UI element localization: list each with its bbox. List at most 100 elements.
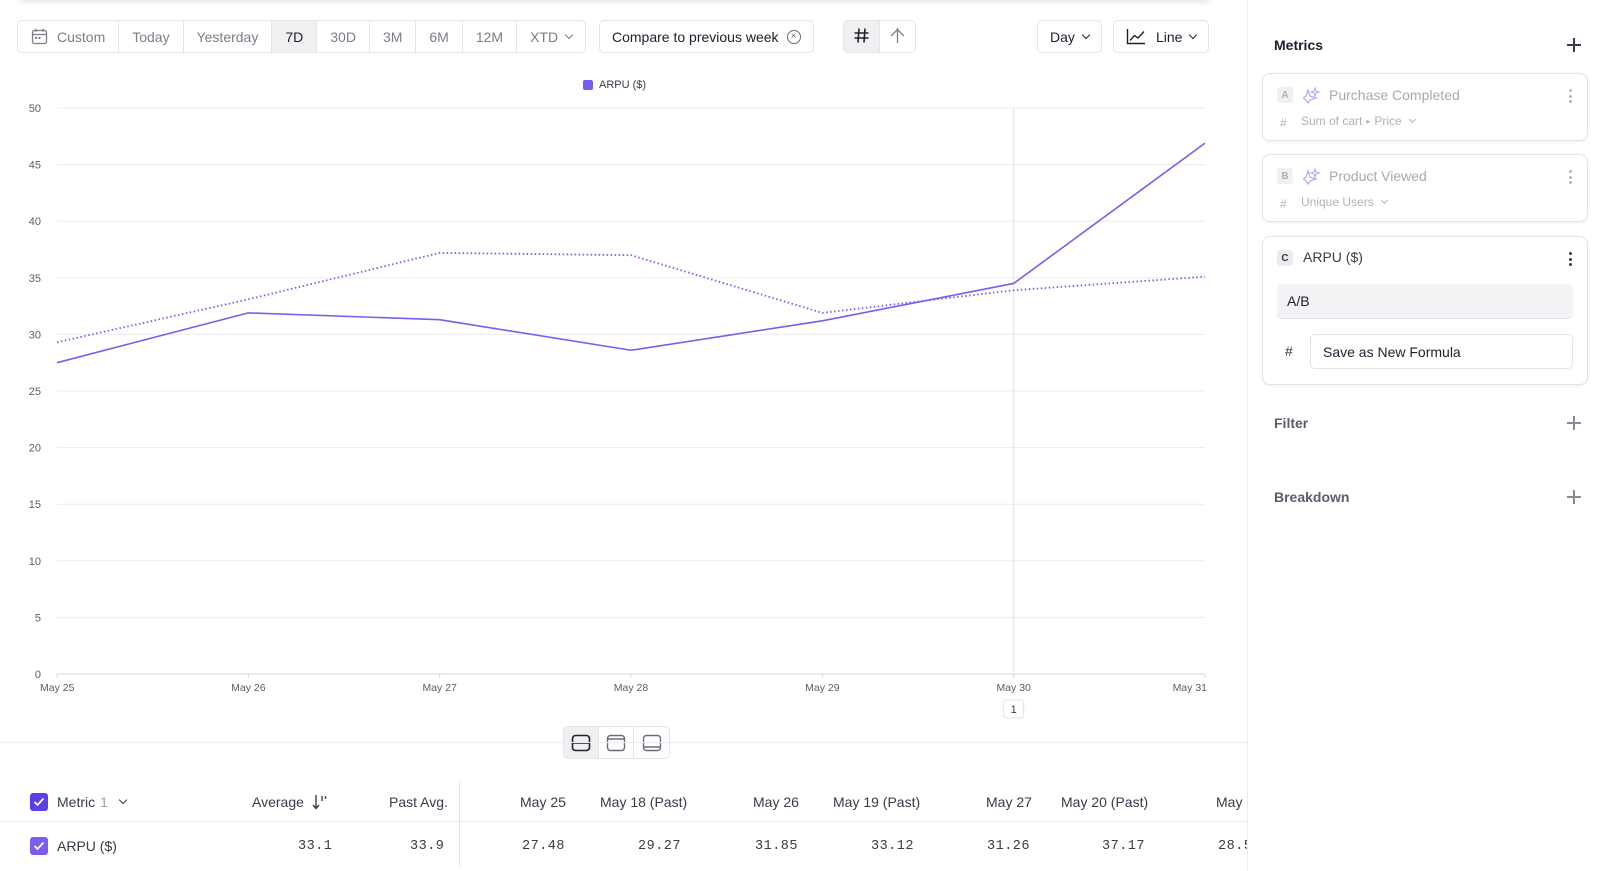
granularity-label: Day [1050,28,1075,45]
annotations-button[interactable] [880,21,915,52]
metric-name: Purchase Completed [1329,87,1460,103]
hash-icon: # [1280,116,1287,130]
formula-input[interactable]: A/B [1277,284,1573,319]
checkbox-checked-icon [30,793,48,811]
range-today[interactable]: Today [119,21,184,52]
save-formula-button[interactable]: Save as New Formula [1310,334,1573,369]
line-chart: 0 5 10 15 20 25 30 35 40 45 50 May 25 May 26 May 27 Ma… [29,103,1208,719]
date-column-header[interactable]: May 25 [520,794,566,810]
more-options-icon[interactable] [1569,252,1573,266]
event-sparkle-icon [1303,87,1320,104]
y-tick-label: 0 [35,669,41,681]
formula-card-c: C ARPU ($) A/B # Save as New Formula [1262,236,1588,385]
row-value: 27.48 [522,838,566,854]
range-30d[interactable]: 30D [317,21,370,52]
aggregation-label: Unique Users [1301,195,1374,209]
report-main: Custom Today Yesterday 7D 30D 3M 6M 12M … [0,20,1254,867]
add-metric-icon[interactable] [1567,38,1581,52]
section-divider [0,742,1247,743]
metric-column-header[interactable]: Metric 1 [57,782,128,822]
chart-type-select[interactable]: Line [1113,20,1210,53]
chevron-down-icon [118,795,128,805]
range-yesterday[interactable]: Yesterday [184,21,273,52]
legend-label: ARPU ($) [599,79,647,91]
metric-aggregation[interactable]: Sum of cart ▸ Price [1301,114,1416,128]
range-6m[interactable]: 6M [416,21,463,52]
compare-label: Compare to previous week [612,28,779,45]
show-values-button[interactable] [844,21,880,52]
date-range-control: Custom Today Yesterday 7D 30D 3M 6M 12M … [17,20,587,53]
range-custom[interactable]: Custom [18,21,120,52]
annotation-badge [1003,699,1025,719]
row-metric-label: ARPU ($) [57,838,117,854]
granularity-select[interactable]: Day [1037,20,1102,53]
date-column-header[interactable]: May 26 [753,794,799,810]
aggregation-label: Sum of cart [1301,114,1363,128]
metric-badge: B [1277,168,1293,184]
range-custom-label: Custom [57,28,106,45]
y-tick-label: 25 [29,386,41,398]
hash-icon: # [1285,343,1293,359]
y-tick-label: 5 [35,612,41,624]
row-value: 28.5 [1218,838,1253,854]
metrics-title: Metrics [1274,37,1324,53]
annotation-marker-icon [889,27,906,47]
metric-aggregation[interactable]: Unique Users [1301,195,1388,209]
chevron-down-icon [1081,30,1091,39]
chart-type-label: Line [1156,28,1183,45]
formula-name[interactable]: ARPU ($) [1303,249,1363,265]
x-tick-label: May 30 [996,682,1031,694]
x-tick-label: May 31 [1173,682,1208,694]
y-tick-label: 10 [29,556,41,568]
display-toggle [843,20,916,53]
add-breakdown-icon[interactable] [1567,490,1581,504]
aggregation-property: Price [1374,114,1402,128]
chevron-down-icon [1408,115,1416,123]
y-tick-label: 45 [29,160,41,172]
hash-icon: # [1280,197,1287,211]
add-filter-icon[interactable] [1567,416,1581,430]
row-value: 31.85 [755,838,799,854]
breakdown-title: Breakdown [1274,489,1350,505]
chevron-down-icon [1189,30,1198,39]
date-column-header[interactable]: May 19 (Past) [833,794,921,810]
date-column-header[interactable]: May 20 (Past) [1061,794,1149,810]
range-12m[interactable]: 12M [463,21,518,52]
range-xtd[interactable]: XTD [517,21,585,52]
metric-name: Product Viewed [1329,168,1427,184]
average-column-header[interactable]: Average [252,782,328,822]
compare-button[interactable]: Compare to previous week × [599,20,814,53]
range-xtd-label: XTD [530,28,559,45]
y-tick-label: 15 [29,499,41,511]
date-column-header[interactable]: May 18 (Past) [600,794,688,810]
clear-compare-icon[interactable]: × [786,29,801,44]
y-tick-label: 40 [29,216,41,228]
metric-card-a[interactable]: A Purchase Completed # Sum of cart ▸ Pri… [1262,73,1588,141]
select-all-checkbox[interactable] [30,782,48,822]
average-header-label: Average [252,794,304,810]
more-options-icon[interactable] [1569,170,1573,184]
metric-card-b[interactable]: B Product Viewed # Unique Users [1262,154,1588,222]
row-checkbox[interactable] [30,826,48,866]
metric-badge: A [1277,87,1293,103]
event-sparkle-icon [1303,168,1320,185]
hash-icon [853,27,870,47]
range-3m[interactable]: 3M [370,21,417,52]
table-column-divider [459,782,460,867]
annotation-label: 1 [1011,704,1017,716]
range-7d[interactable]: 7D [272,21,318,52]
chart-legend: ARPU ($) [583,79,646,91]
y-tick-label: 20 [29,443,41,455]
row-value: 33.12 [871,838,915,854]
legend-swatch [583,80,593,90]
date-column-header[interactable]: May 27 [986,794,1032,810]
x-tick-label: May 29 [805,682,840,694]
more-options-icon[interactable] [1569,89,1573,103]
chevron-down-icon [564,30,574,39]
x-tick-label: May 26 [231,682,266,694]
date-column-header[interactable]: May 2 [1216,794,1255,810]
past-avg-column-header[interactable]: Past Avg. [389,794,448,810]
metric-badge: C [1277,250,1293,266]
sort-descending-icon[interactable] [312,794,328,810]
